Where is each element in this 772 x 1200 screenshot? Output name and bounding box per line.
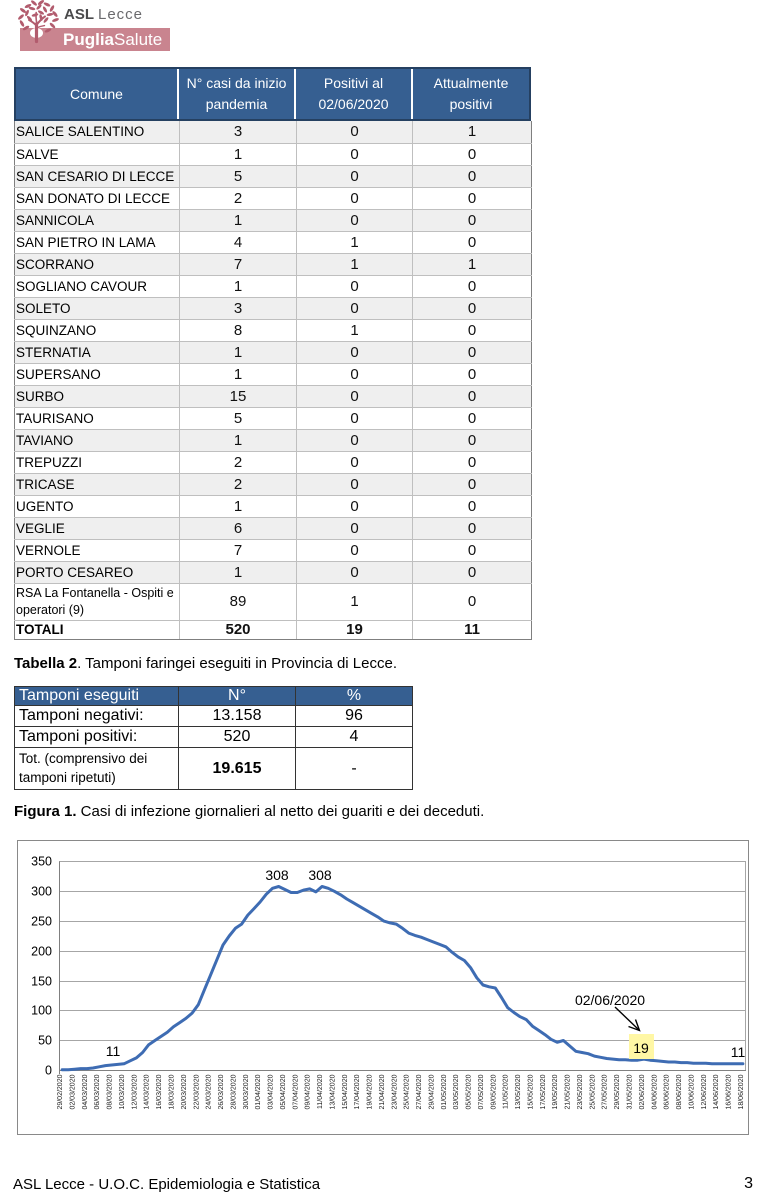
svg-text:21/04/2020: 21/04/2020 [378,1074,386,1109]
svg-text:29/02/2020: 29/02/2020 [56,1074,64,1109]
svg-text:01/04/2020: 01/04/2020 [254,1074,262,1109]
svg-text:11/04/2020: 11/04/2020 [316,1074,324,1109]
svg-text:19/04/2020: 19/04/2020 [366,1074,374,1109]
svg-text:18/06/2020: 18/06/2020 [737,1074,745,1109]
svg-text:22/03/2020: 22/03/2020 [192,1074,200,1109]
svg-text:29/04/2020: 29/04/2020 [427,1074,435,1109]
svg-text:06/03/2020: 06/03/2020 [93,1074,101,1109]
svg-text:50: 50 [38,1034,52,1048]
svg-text:09/05/2020: 09/05/2020 [489,1074,497,1109]
svg-text:03/05/2020: 03/05/2020 [452,1074,460,1109]
svg-text:12/06/2020: 12/06/2020 [700,1074,708,1109]
svg-text:16/06/2020: 16/06/2020 [725,1074,733,1109]
svg-text:25/05/2020: 25/05/2020 [588,1074,596,1109]
svg-text:11: 11 [731,1044,746,1060]
svg-text:23/05/2020: 23/05/2020 [576,1074,584,1109]
svg-text:11: 11 [106,1043,121,1059]
svg-text:06/06/2020: 06/06/2020 [663,1074,671,1109]
svg-text:308: 308 [308,867,332,883]
svg-text:14/03/2020: 14/03/2020 [143,1074,151,1109]
svg-text:13/04/2020: 13/04/2020 [328,1074,336,1109]
svg-text:350: 350 [31,855,52,869]
svg-text:02/06/2020: 02/06/2020 [575,992,645,1008]
svg-text:200: 200 [31,945,52,959]
svg-text:17/04/2020: 17/04/2020 [353,1074,361,1109]
svg-text:300: 300 [31,885,52,899]
svg-text:07/04/2020: 07/04/2020 [291,1074,299,1109]
svg-text:30/03/2020: 30/03/2020 [242,1074,250,1109]
svg-text:31/05/2020: 31/05/2020 [626,1074,634,1109]
svg-text:0: 0 [45,1064,52,1078]
svg-text:17/05/2020: 17/05/2020 [539,1074,547,1109]
svg-text:01/05/2020: 01/05/2020 [440,1074,448,1109]
svg-text:250: 250 [31,915,52,929]
svg-text:150: 150 [31,975,52,989]
svg-text:04/03/2020: 04/03/2020 [81,1074,89,1109]
svg-text:25/04/2020: 25/04/2020 [403,1074,411,1109]
svg-text:05/04/2020: 05/04/2020 [279,1074,287,1109]
svg-text:19/05/2020: 19/05/2020 [551,1074,559,1109]
svg-text:20/03/2020: 20/03/2020 [180,1074,188,1109]
svg-text:12/03/2020: 12/03/2020 [130,1074,138,1109]
svg-text:05/05/2020: 05/05/2020 [465,1074,473,1109]
svg-text:21/05/2020: 21/05/2020 [564,1074,572,1109]
svg-text:02/06/2020: 02/06/2020 [638,1074,646,1109]
svg-text:04/06/2020: 04/06/2020 [650,1074,658,1109]
svg-text:10/03/2020: 10/03/2020 [118,1074,126,1109]
svg-text:13/05/2020: 13/05/2020 [514,1074,522,1109]
svg-text:15/04/2020: 15/04/2020 [341,1074,349,1109]
svg-text:23/04/2020: 23/04/2020 [390,1074,398,1109]
svg-text:18/03/2020: 18/03/2020 [168,1074,176,1109]
svg-text:14/06/2020: 14/06/2020 [712,1074,720,1109]
svg-text:09/04/2020: 09/04/2020 [304,1074,312,1109]
svg-text:11/05/2020: 11/05/2020 [502,1074,510,1109]
svg-text:26/03/2020: 26/03/2020 [217,1074,225,1109]
svg-text:24/03/2020: 24/03/2020 [205,1074,213,1109]
svg-text:100: 100 [31,1004,52,1018]
svg-text:08/03/2020: 08/03/2020 [106,1074,114,1109]
svg-text:28/03/2020: 28/03/2020 [229,1074,237,1109]
svg-text:16/03/2020: 16/03/2020 [155,1074,163,1109]
svg-text:29/05/2020: 29/05/2020 [613,1074,621,1109]
svg-text:03/04/2020: 03/04/2020 [267,1074,275,1109]
svg-text:19: 19 [633,1040,649,1056]
svg-text:27/05/2020: 27/05/2020 [601,1074,609,1109]
svg-text:27/04/2020: 27/04/2020 [415,1074,423,1109]
svg-text:10/06/2020: 10/06/2020 [687,1074,695,1109]
svg-text:15/05/2020: 15/05/2020 [527,1074,535,1109]
svg-text:02/03/2020: 02/03/2020 [69,1074,77,1109]
svg-text:07/05/2020: 07/05/2020 [477,1074,485,1109]
svg-text:308: 308 [265,867,289,883]
svg-text:08/06/2020: 08/06/2020 [675,1074,683,1109]
